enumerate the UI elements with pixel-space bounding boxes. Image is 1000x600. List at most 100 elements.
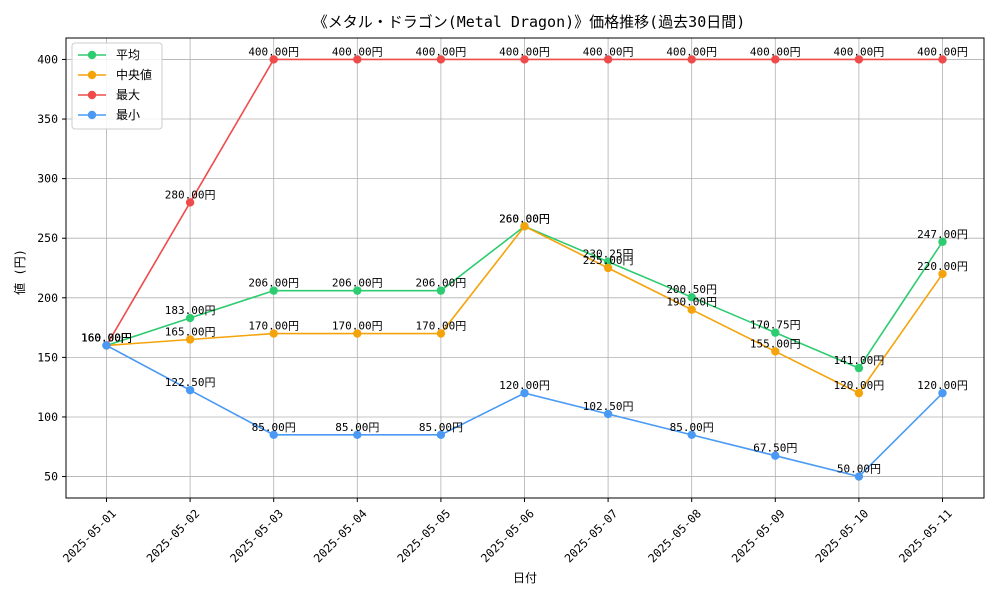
data-label: 230.25円 — [583, 248, 634, 261]
legend-label-0: 平均 — [116, 48, 140, 62]
data-point — [436, 430, 446, 440]
data-label: 85.00円 — [670, 421, 714, 434]
data-point — [269, 286, 278, 295]
data-point — [687, 430, 696, 440]
data-label: 400.00円 — [834, 45, 885, 58]
x-tick-label: 2025-05-02 — [144, 506, 203, 565]
y-axis-label: 値 (円) — [12, 249, 27, 295]
data-label: 122.50円 — [165, 376, 216, 389]
data-label: 400.00円 — [583, 45, 634, 58]
data-point — [603, 257, 613, 266]
x-tick-label: 2025-05-11 — [896, 506, 955, 565]
data-label: 225.00円 — [583, 254, 634, 267]
data-label: 400.00円 — [248, 45, 299, 58]
data-label: 280.00円 — [165, 188, 216, 201]
data-label: 206.00円 — [416, 277, 467, 290]
data-point — [102, 341, 111, 350]
data-label: 120.00円 — [834, 379, 885, 392]
y-tick-label: 250 — [37, 231, 58, 245]
data-point — [436, 329, 446, 338]
data-point — [938, 388, 947, 398]
data-point — [603, 409, 613, 419]
data-label: 170.00円 — [248, 320, 299, 333]
y-tick-label: 400 — [37, 52, 58, 66]
legend-marker-2 — [87, 90, 97, 100]
data-label: 400.00円 — [416, 45, 467, 58]
data-label: 155.00円 — [750, 337, 801, 350]
data-label: 400.00円 — [499, 45, 550, 58]
data-point — [353, 329, 362, 338]
y-tick-label: 50 — [44, 470, 58, 484]
x-tick-label: 2025-05-10 — [812, 506, 871, 565]
data-point — [436, 286, 446, 295]
data-point — [687, 305, 696, 314]
data-point — [854, 363, 864, 373]
data-point — [269, 55, 278, 64]
data-point — [353, 55, 362, 64]
data-point — [938, 237, 947, 246]
data-point — [771, 451, 780, 460]
y-tick-label: 300 — [37, 172, 58, 186]
x-tick-label: 2025-05-01 — [60, 506, 119, 565]
x-tick-label: 2025-05-03 — [227, 506, 286, 565]
x-tick-label: 2025-05-04 — [311, 506, 370, 565]
data-point — [771, 55, 780, 64]
data-point — [353, 286, 362, 295]
data-point — [185, 385, 195, 395]
data-point — [520, 55, 529, 64]
data-label: 85.00円 — [252, 421, 296, 434]
data-label: 206.00円 — [248, 277, 299, 290]
legend-box — [71, 42, 163, 130]
data-label: 170.75円 — [750, 319, 801, 332]
data-label: 160.00円 — [81, 331, 132, 344]
x-tick-label: 2025-05-05 — [394, 506, 453, 565]
legend-label-3: 最小 — [116, 108, 140, 122]
y-tick-label: 350 — [37, 112, 58, 126]
data-label: 220.00円 — [917, 260, 968, 273]
data-label: 160.00円 — [81, 331, 132, 344]
data-label: 247.00円 — [917, 228, 968, 241]
y-tick-label: 150 — [37, 350, 58, 364]
data-label: 400.00円 — [750, 45, 801, 58]
data-point — [603, 263, 613, 273]
data-point — [269, 430, 278, 440]
x-tick-label: 2025-05-06 — [478, 506, 537, 565]
data-label: 260.00円 — [499, 212, 550, 225]
data-label: 67.50円 — [753, 442, 797, 455]
data-label: 400.00円 — [917, 45, 968, 58]
data-point — [687, 292, 696, 302]
data-point — [771, 328, 780, 337]
data-label: 206.00円 — [332, 277, 383, 290]
x-axis-label: 日付 — [513, 571, 537, 585]
plot-frame — [65, 37, 985, 499]
data-point — [771, 347, 780, 356]
data-label: 160.00円 — [81, 331, 132, 344]
legend-marker-1 — [87, 70, 97, 80]
legend-marker-3 — [87, 110, 97, 120]
data-point — [185, 313, 195, 323]
data-label: 400.00円 — [332, 45, 383, 58]
data-point — [854, 472, 864, 481]
data-label: 141.00円 — [834, 354, 885, 367]
data-label: 85.00円 — [419, 421, 463, 434]
series-layer — [102, 55, 947, 481]
data-label: 160.00円 — [81, 331, 132, 344]
legend-label-2: 最大 — [116, 88, 140, 102]
legend-marker-0 — [87, 50, 97, 60]
data-point — [603, 55, 613, 64]
x-tick-label: 2025-05-07 — [562, 506, 621, 565]
x-tick-label: 2025-05-08 — [645, 506, 704, 565]
data-point — [436, 55, 446, 64]
data-label: 170.00円 — [332, 320, 383, 333]
data-point — [185, 335, 195, 344]
data-label-layer: 160.00円 183.00円 206.00円 206.00円 206.00円 260.0… — [81, 45, 968, 475]
data-point — [938, 55, 947, 64]
data-point — [938, 269, 947, 279]
grid-layer — [66, 38, 984, 498]
data-label: 200.50円 — [666, 283, 717, 296]
data-point — [854, 55, 864, 64]
data-point — [520, 388, 529, 398]
